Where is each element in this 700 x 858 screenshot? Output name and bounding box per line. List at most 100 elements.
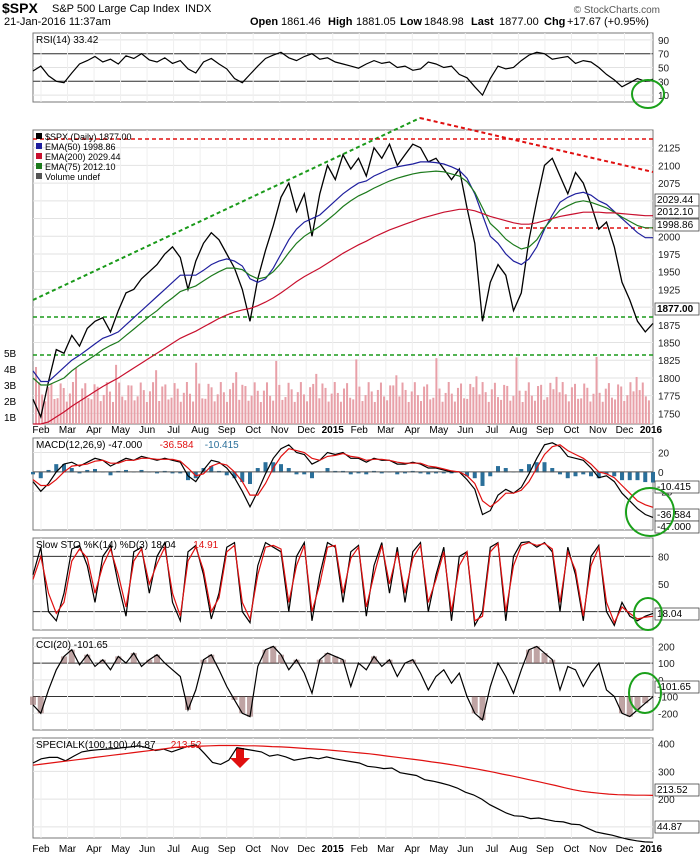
volume-bar [638,390,641,424]
price-y-tick: 1825 [658,356,681,367]
volume-bar [438,388,441,424]
macd-histogram-bar [209,466,214,473]
volume-bar [152,382,155,424]
volume-bar [527,382,530,424]
stochastic-legend: Slow STO %K(14) %D(3) 18.04 [36,540,176,551]
cci-y-tick: 200 [658,642,675,653]
macd-value-tag [654,480,700,494]
macd-histogram-bar [565,471,570,479]
price-x-tick: Sep [536,425,554,436]
specialk-value-tag [654,820,700,834]
volume-bar [370,391,373,424]
volume-bar [189,393,191,424]
rsi-y-tick: 30 [658,77,670,88]
volume-bar [500,399,503,424]
volume-bar [617,384,620,424]
volume-bar [50,384,53,424]
cci-value-label: -101.65 [657,682,691,693]
price-value-label: 2029.44 [657,195,694,206]
volume-bar [533,400,536,424]
macd-value-label: -47.000 [657,522,691,533]
volume-bar [272,400,275,424]
price-series-line [33,208,653,425]
volume-bar [379,382,382,424]
volume-bar [376,389,379,424]
price-value-label: 2012.10 [657,207,694,218]
volume-bar [93,384,96,424]
macd-histogram-bar [255,468,260,473]
specialk-x-tick: Aug [509,844,527,855]
volume-bar [124,400,127,424]
macd-histogram-bar [643,471,648,483]
last-value: 1877.00 [499,16,539,28]
volume-bar [287,382,290,424]
price-x-tick: Nov [589,425,607,436]
rsi-series-line [32,51,654,97]
volume-bar [398,396,401,424]
price-series-line [32,142,654,419]
price-x-tick: Apr [86,425,102,436]
rsi-y-tick: 90 [658,36,670,47]
price-x-tick: Oct [564,425,580,436]
volume-bar [155,370,158,424]
volume-bar [623,400,626,424]
last-label: Last [471,16,494,28]
stochastic-series-line [32,541,654,625]
volume-bar [87,397,90,424]
price-x-tick: Aug [191,425,209,436]
macd-histogram-bar [77,471,82,474]
specialk-x-tick: Nov [589,844,607,855]
macd-histogram-bar [170,471,175,474]
date-stamp: 21-Jan-2016 11:37am [4,16,111,28]
cci-oversold-fill [642,696,649,704]
price-x-tick: Jun [139,425,155,436]
volume-bar [361,401,364,424]
legend-entry: EMA(50) 1998.86 [45,142,116,152]
price-x-tick: 2015 [322,425,345,436]
macd-histogram-bar [426,471,431,475]
specialk-frame [32,737,654,839]
legend-swatch [36,173,42,179]
cci-oversold-fill [471,696,478,714]
price-value-label: 1998.86 [657,220,694,231]
macd-histogram-bar [248,471,252,485]
volume-bar [275,360,278,424]
macd-histogram-bar [503,468,508,473]
macd-histogram-bar [155,471,159,474]
volume-bar [395,375,398,424]
cci-oversold-fill [619,696,625,714]
legend-swatch [36,163,42,169]
volume-bar [592,393,595,424]
volume-bar [321,383,324,424]
volume-bar [195,362,198,424]
volume-bar [182,392,185,424]
legend-entry: EMA(75) 2012.10 [45,162,116,172]
volume-bar [540,384,543,424]
specialk-x-tick: Oct [564,844,580,855]
volume-bar [281,399,284,424]
volume-bar [75,368,78,424]
macd-histogram-bar [612,471,617,477]
macd-histogram-bar [604,471,609,475]
volume-bar [130,385,133,424]
macd-histogram-bar [403,471,407,474]
volume-bar [635,376,638,424]
volume-bar [561,382,564,424]
macd-histogram-bar [85,469,90,473]
volume-bar [607,383,610,424]
macd-histogram-bar [573,471,578,477]
volume-bar [580,398,583,424]
cci-oversold-fill [185,696,191,710]
volume-bar [247,400,250,424]
cci-overbought-fill [332,656,339,664]
volume-bar [201,398,204,424]
price-x-tick: Jul [167,425,180,436]
price-x-tick: Feb [351,425,369,436]
volume-bar [192,401,195,424]
symbol: $SPX [2,0,38,16]
volume-bar [327,401,330,424]
macd-histogram-bar [480,471,485,486]
cci-overbought-fill [115,656,122,664]
macd-histogram-bar [651,471,655,483]
